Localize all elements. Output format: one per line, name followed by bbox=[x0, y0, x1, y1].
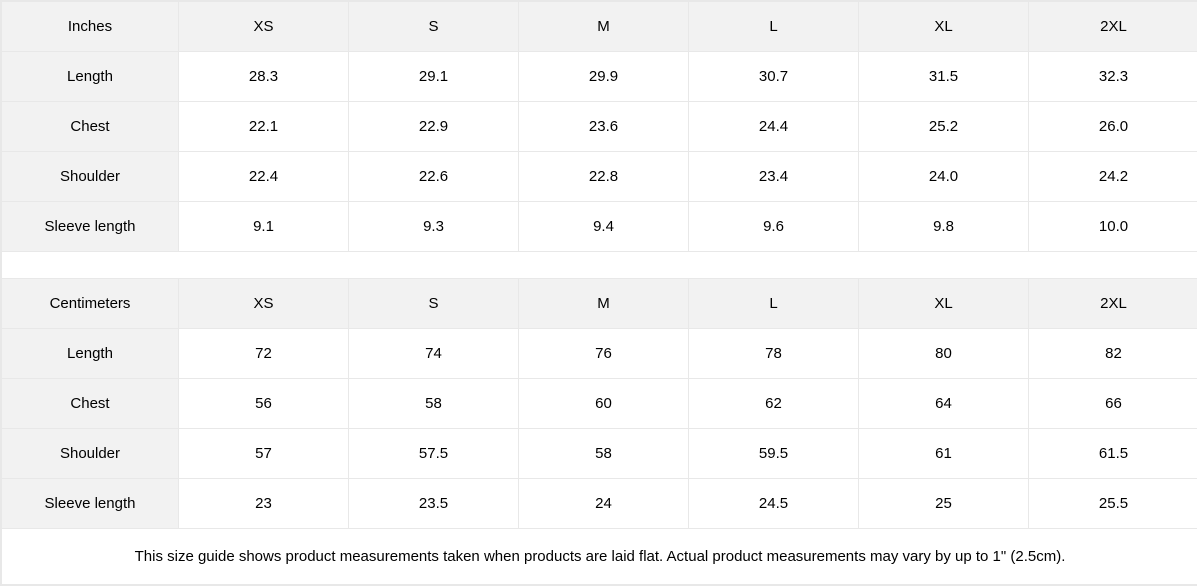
data-cell: 26.0 bbox=[1029, 102, 1197, 152]
data-cell: 74 bbox=[349, 328, 519, 378]
data-cell: 9.6 bbox=[689, 202, 859, 252]
data-cell: 72 bbox=[179, 328, 349, 378]
size-header-cell: XS bbox=[179, 278, 349, 328]
data-cell: 56 bbox=[179, 378, 349, 428]
size-header-cell: L bbox=[689, 2, 859, 52]
data-cell: 24 bbox=[519, 478, 689, 528]
data-cell: 23.6 bbox=[519, 102, 689, 152]
data-cell: 23.5 bbox=[349, 478, 519, 528]
table-row: Chest 22.1 22.9 23.6 24.4 25.2 26.0 bbox=[2, 102, 1197, 152]
size-header-cell: XL bbox=[859, 278, 1029, 328]
data-cell: 59.5 bbox=[689, 428, 859, 478]
size-table-centimeters: Centimeters XS S M L XL 2XL Length 72 74… bbox=[1, 278, 1197, 585]
size-header-cell: 2XL bbox=[1029, 2, 1197, 52]
data-cell: 31.5 bbox=[859, 52, 1029, 102]
unit-label-cell: Inches bbox=[2, 2, 179, 52]
data-cell: 25.2 bbox=[859, 102, 1029, 152]
data-cell: 66 bbox=[1029, 378, 1197, 428]
data-cell: 9.1 bbox=[179, 202, 349, 252]
table-row: Shoulder 57 57.5 58 59.5 61 61.5 bbox=[2, 428, 1197, 478]
size-header-cell: S bbox=[349, 2, 519, 52]
data-cell: 82 bbox=[1029, 328, 1197, 378]
size-header-cell: XS bbox=[179, 2, 349, 52]
data-cell: 24.0 bbox=[859, 152, 1029, 202]
data-cell: 58 bbox=[349, 378, 519, 428]
data-cell: 22.1 bbox=[179, 102, 349, 152]
data-cell: 9.8 bbox=[859, 202, 1029, 252]
table-row: Length 28.3 29.1 29.9 30.7 31.5 32.3 bbox=[2, 52, 1197, 102]
data-cell: 29.9 bbox=[519, 52, 689, 102]
size-guide-container: Inches XS S M L XL 2XL Length 28.3 29.1 … bbox=[0, 0, 1197, 586]
row-label-cell: Length bbox=[2, 328, 179, 378]
size-header-cell: 2XL bbox=[1029, 278, 1197, 328]
data-cell: 10.0 bbox=[1029, 202, 1197, 252]
data-cell: 24.5 bbox=[689, 478, 859, 528]
row-label-cell: Length bbox=[2, 52, 179, 102]
size-header-cell: L bbox=[689, 278, 859, 328]
data-cell: 25.5 bbox=[1029, 478, 1197, 528]
table-row: Chest 56 58 60 62 64 66 bbox=[2, 378, 1197, 428]
data-cell: 9.3 bbox=[349, 202, 519, 252]
data-cell: 23 bbox=[179, 478, 349, 528]
data-cell: 61.5 bbox=[1029, 428, 1197, 478]
row-label-cell: Chest bbox=[2, 102, 179, 152]
row-label-cell: Sleeve length bbox=[2, 202, 179, 252]
size-header-cell: XL bbox=[859, 2, 1029, 52]
data-cell: 22.6 bbox=[349, 152, 519, 202]
data-cell: 29.1 bbox=[349, 52, 519, 102]
data-cell: 28.3 bbox=[179, 52, 349, 102]
data-cell: 64 bbox=[859, 378, 1029, 428]
data-cell: 58 bbox=[519, 428, 689, 478]
size-table-inches: Inches XS S M L XL 2XL Length 28.3 29.1 … bbox=[1, 1, 1197, 278]
size-header-cell: M bbox=[519, 2, 689, 52]
data-cell: 76 bbox=[519, 328, 689, 378]
data-cell: 23.4 bbox=[689, 152, 859, 202]
table-header-row: Centimeters XS S M L XL 2XL bbox=[2, 278, 1197, 328]
table-row: Sleeve length 23 23.5 24 24.5 25 25.5 bbox=[2, 478, 1197, 528]
data-cell: 57 bbox=[179, 428, 349, 478]
row-label-cell: Chest bbox=[2, 378, 179, 428]
table-row: Shoulder 22.4 22.6 22.8 23.4 24.0 24.2 bbox=[2, 152, 1197, 202]
data-cell: 24.2 bbox=[1029, 152, 1197, 202]
data-cell: 9.4 bbox=[519, 202, 689, 252]
data-cell: 60 bbox=[519, 378, 689, 428]
row-label-cell: Shoulder bbox=[2, 428, 179, 478]
table-row: Sleeve length 9.1 9.3 9.4 9.6 9.8 10.0 bbox=[2, 202, 1197, 252]
data-cell: 32.3 bbox=[1029, 52, 1197, 102]
data-cell: 24.4 bbox=[689, 102, 859, 152]
data-cell: 22.8 bbox=[519, 152, 689, 202]
size-header-cell: S bbox=[349, 278, 519, 328]
row-label-cell: Sleeve length bbox=[2, 478, 179, 528]
data-cell: 22.9 bbox=[349, 102, 519, 152]
row-label-cell: Shoulder bbox=[2, 152, 179, 202]
data-cell: 62 bbox=[689, 378, 859, 428]
data-cell: 22.4 bbox=[179, 152, 349, 202]
data-cell: 25 bbox=[859, 478, 1029, 528]
unit-label-cell: Centimeters bbox=[2, 278, 179, 328]
footnote-row: This size guide shows product measuremen… bbox=[2, 528, 1197, 584]
data-cell: 61 bbox=[859, 428, 1029, 478]
data-cell: 80 bbox=[859, 328, 1029, 378]
spacer-row bbox=[2, 252, 1197, 278]
size-header-cell: M bbox=[519, 278, 689, 328]
data-cell: 78 bbox=[689, 328, 859, 378]
table-row: Length 72 74 76 78 80 82 bbox=[2, 328, 1197, 378]
table-header-row: Inches XS S M L XL 2XL bbox=[2, 2, 1197, 52]
data-cell: 57.5 bbox=[349, 428, 519, 478]
data-cell: 30.7 bbox=[689, 52, 859, 102]
footnote-text: This size guide shows product measuremen… bbox=[2, 528, 1197, 584]
